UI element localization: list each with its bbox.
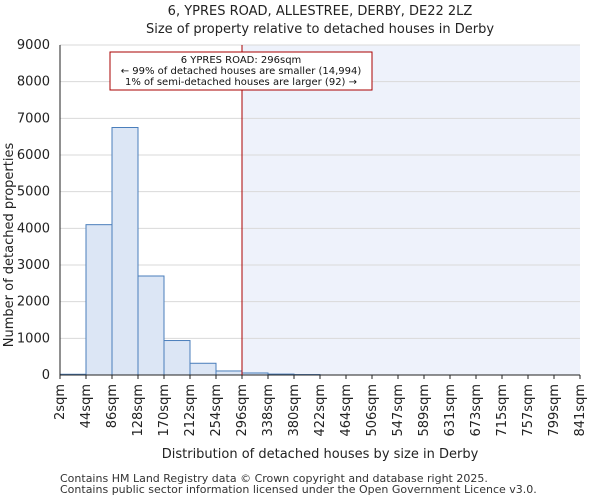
y-tick-label: 1000 [17,331,50,346]
footer-copyright: Contains HM Land Registry data © Crown c… [60,472,488,485]
annotation-smaller: ← 99% of detached houses are smaller (14… [121,66,362,77]
highlight-region [242,45,580,375]
x-tick-label: 254sqm [209,384,224,437]
bar [189,362,217,376]
bar [215,370,243,376]
x-tick-label: 338sqm [261,384,276,437]
x-tick-label: 464sqm [339,384,354,437]
bar [85,224,113,376]
bar [163,340,191,376]
y-axis-label: Number of detached properties [2,143,17,348]
y-tick-label: 9000 [17,38,50,53]
bar [137,275,165,376]
x-tick-label: 547sqm [391,384,406,437]
y-tick-label: 6000 [17,148,50,163]
annotation-title: 6 YPRES ROAD: 296sqm [181,55,302,66]
y-tick-label: 4000 [17,221,50,236]
x-tick-label: 715sqm [495,384,510,437]
x-tick-label: 2sqm [53,384,68,420]
x-tick-label: 631sqm [443,384,458,437]
x-tick-label: 44sqm [79,384,94,428]
x-tick-label: 841sqm [573,384,588,437]
x-tick-label: 757sqm [521,384,536,437]
y-tick-label: 5000 [17,185,50,200]
x-tick-label: 86sqm [105,384,120,428]
x-tick-label: 506sqm [365,384,380,437]
y-tick-label: 0 [42,368,50,383]
y-tick-label: 8000 [17,75,50,90]
x-axis-label: Distribution of detached houses by size … [162,447,479,462]
chart-title: 6, YPRES ROAD, ALLESTREE, DERBY, DE22 2L… [167,4,473,19]
bar [111,127,139,376]
chart-subtitle: Size of property relative to detached ho… [145,22,495,37]
x-tick-label: 128sqm [131,384,146,437]
annotation-larger: 1% of semi-detached houses are larger (9… [125,77,357,88]
y-tick-label: 2000 [17,295,50,310]
x-tick-label: 380sqm [287,384,302,437]
annotation-box [109,51,373,91]
x-tick-label: 422sqm [313,384,328,437]
y-tick-label: 3000 [17,258,50,273]
footer-licence: Contains public sector information licen… [60,483,537,496]
x-tick-label: 212sqm [183,384,198,437]
x-tick-label: 170sqm [157,384,172,437]
x-tick-label: 589sqm [417,384,432,437]
y-tick-label: 7000 [17,111,50,126]
x-tick-label: 673sqm [469,384,484,437]
x-tick-label: 799sqm [547,384,562,437]
x-tick-label: 296sqm [235,384,250,437]
